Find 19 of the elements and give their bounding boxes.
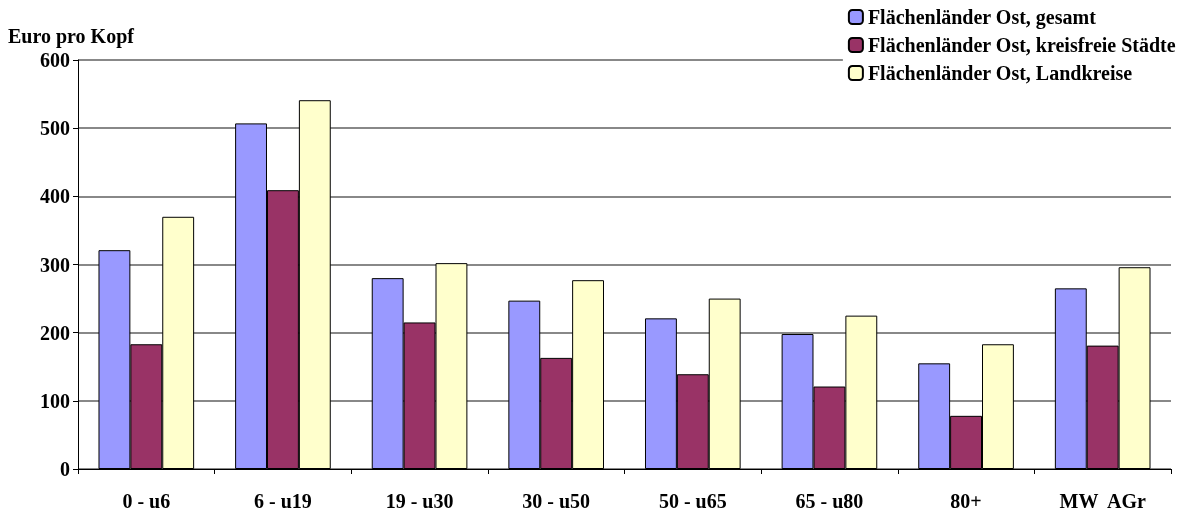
y-tick-label: 300 xyxy=(40,253,70,276)
y-tick-label: 600 xyxy=(40,49,70,71)
x-tick-label: 0 - u6 xyxy=(122,490,171,512)
x-tick-label: 65 - u80 xyxy=(795,490,864,512)
x-tick-label: 19 - u30 xyxy=(385,490,454,512)
x-tick-label: 6 - u19 xyxy=(254,490,312,512)
y-tick-label: 0 xyxy=(60,458,70,480)
x-tick-label: 80+ xyxy=(950,490,982,512)
x-tick-label: 50 - u65 xyxy=(658,490,727,512)
y-tick-label: 200 xyxy=(40,321,70,344)
y-tick-label: 500 xyxy=(40,117,70,140)
legend-label: Flächenländer Ost, Landkreise xyxy=(867,62,1133,84)
x-tick-label: MW AGr xyxy=(1059,490,1146,512)
legend-label: Flächenländer Ost, kreisfreie Städte xyxy=(867,34,1176,56)
y-axis-title: Euro pro Kopf xyxy=(8,25,135,48)
y-tick-label: 100 xyxy=(40,389,70,412)
x-tick-label: 30 - u50 xyxy=(522,490,591,512)
y-tick-label: 400 xyxy=(40,185,70,208)
legend-label: Flächenländer Ost, gesamt xyxy=(867,6,1097,29)
